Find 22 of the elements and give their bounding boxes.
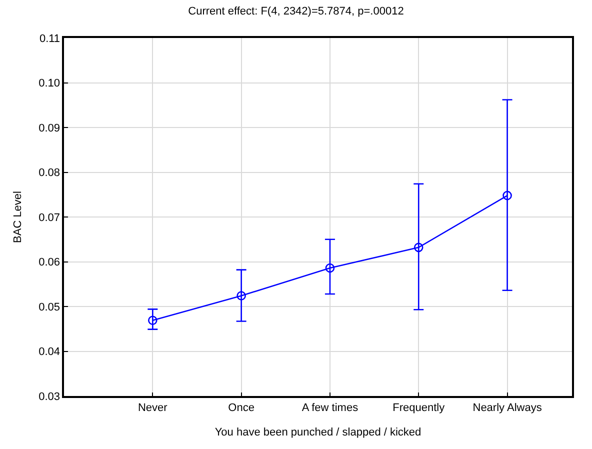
x-tick-label: A few times [302, 402, 359, 414]
point [148, 316, 158, 326]
x-tick-label: Never [138, 402, 168, 414]
y-tick-label: 0.03 [38, 390, 60, 403]
y-tick-label: 0.04 [38, 346, 60, 358]
y-tick-label: 0.05 [38, 301, 60, 314]
y-tick-label: 0.08 [38, 167, 60, 180]
y-tick-label: 0.06 [38, 256, 60, 269]
x-tick-label: Nearly Always [472, 402, 542, 414]
y-tick-label: 0.09 [38, 122, 60, 134]
point [236, 291, 246, 300]
point [325, 263, 335, 273]
x-tick-label: Frequently [392, 402, 446, 414]
point [502, 190, 512, 200]
y-tick-label: 0.07 [38, 212, 60, 224]
y-tick-label: 0.10 [38, 78, 60, 90]
x-tick-label: Once [228, 402, 254, 414]
x-axis-title: You have been punched / slapped / kicked [214, 426, 422, 439]
y-tick-label: 0.11 [39, 32, 60, 45]
point [414, 242, 424, 252]
y-axis-title: BAC Level [12, 191, 24, 243]
chart-title: Current effect: F(4, 2342)=5.7874, p=.00012 [188, 5, 404, 18]
